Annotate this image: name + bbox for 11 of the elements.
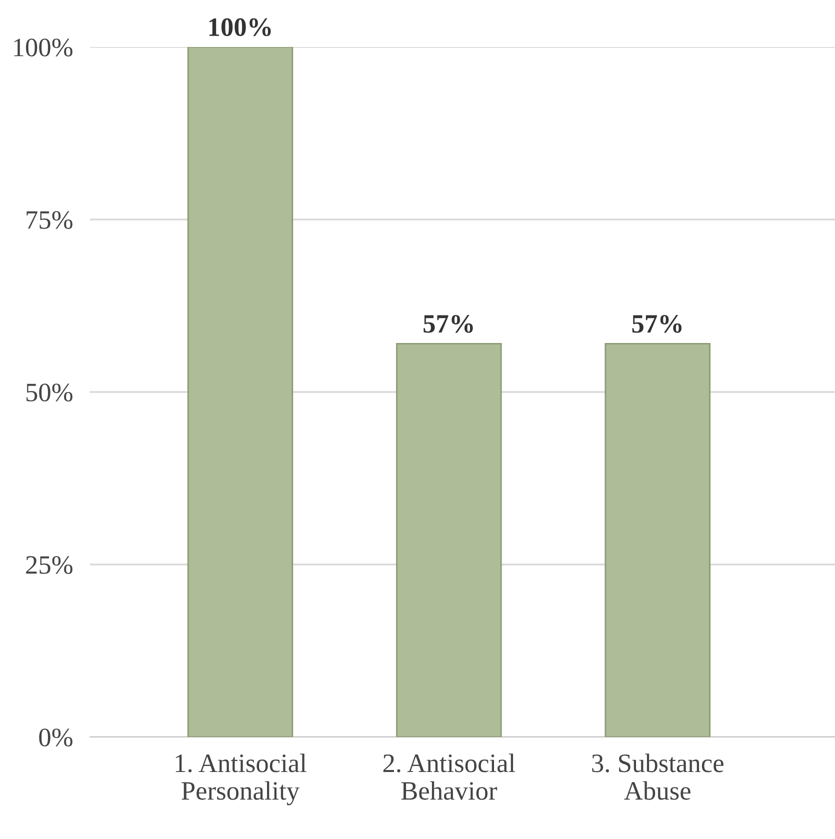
y-tick-label: 50% bbox=[26, 384, 72, 402]
data-label: 100% bbox=[209, 18, 271, 36]
data-label: 57% bbox=[424, 314, 473, 333]
x-tick-label: 3. Substance Abuse bbox=[592, 754, 724, 800]
y-tick-label: 100% bbox=[14, 38, 72, 56]
x-tick-label: 1. Antisocial Personality bbox=[176, 754, 306, 806]
y-tick-label: 0% bbox=[39, 728, 72, 746]
x-tick-label: 2. Antisocial Behavior bbox=[383, 754, 516, 800]
y-tick-label: 25% bbox=[26, 556, 72, 574]
y-tick-label: 75% bbox=[26, 211, 72, 229]
data-label: 57% bbox=[632, 314, 682, 333]
